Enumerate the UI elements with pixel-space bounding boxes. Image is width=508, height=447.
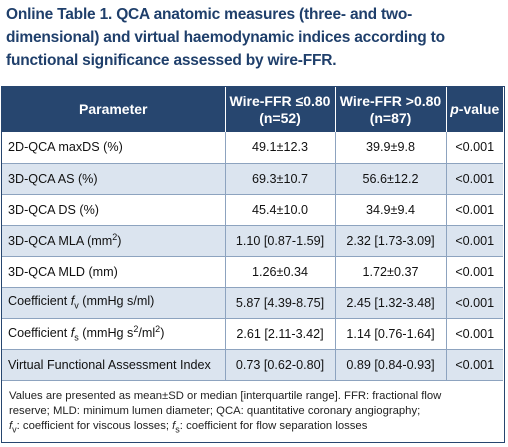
row-p-value: <0.001 [446,349,503,381]
table-row: Virtual Functional Assessment Index 0.73… [2,349,503,381]
row-value-le080: 5.87 [4.39-8.75] [225,287,336,319]
row-value-gt080: 56.6±12.2 [335,163,447,195]
row-p-value: <0.001 [446,225,503,257]
row-value-le080: 2.61 [2.11-3.42] [225,318,336,350]
table-caption: Online Table 1. QCA anatomic measures (t… [6,3,504,72]
table-row: Coefficient fv (mmHg s/ml) 5.87 [4.39-8.… [2,287,503,319]
footnote-line-1: Values are presented as mean±SD or media… [9,390,442,402]
header-wire-ffr-gt-080: Wire-FFR >0.80 (n=87) [335,87,447,132]
row-p-value: <0.001 [446,163,503,195]
row-parameter: 3D-QCA MLD (mm) [2,256,226,288]
row-parameter: 3D-QCA AS (%) [2,163,226,195]
row-value-gt080: 2.32 [1.73-3.09] [335,225,447,257]
table-frame: Parameter Wire-FFR ≤0.80 (n=52) Wire-FFR … [1,86,505,443]
row-value-gt080: 1.72±0.37 [335,256,447,288]
footnote-line-2: reserve; MLD: minimum lumen diameter; QC… [9,405,421,417]
row-value-le080: 69.3±10.7 [225,163,336,195]
footnote-line-3: fv: coefficient for viscous losses; fs: … [9,420,368,435]
row-parameter: 2D-QCA maxDS (%) [2,132,226,164]
caption-line-1: Online Table 1. QCA anatomic measures (t… [6,6,413,23]
caption-line-2: dimensional) and virtual haemodynamic in… [6,29,445,46]
row-p-value: <0.001 [446,132,503,164]
row-parameter: Virtual Functional Assessment Index [2,349,226,381]
table-row: 3D-QCA MLD (mm) 1.26±0.34 1.72±0.37 <0.0… [2,256,503,288]
table-footnote: Values are presented as mean±SD or media… [2,383,503,437]
row-value-le080: 1.26±0.34 [225,256,336,288]
row-p-value: <0.001 [446,194,503,226]
row-parameter: Coefficient fv (mmHg s/ml) [2,287,226,319]
table-row: 2D-QCA maxDS (%) 49.1±12.3 39.9±9.8 <0.0… [2,132,503,164]
header-parameter: Parameter [2,87,226,132]
row-parameter: 3D-QCA DS (%) [2,194,226,226]
row-parameter: 3D-QCA MLA (mm2) [2,225,226,257]
row-p-value: <0.001 [446,318,503,350]
row-value-le080: 45.4±10.0 [225,194,336,226]
row-value-gt080: 39.9±9.8 [335,132,447,164]
row-parameter: Coefficient fs (mmHg s2/ml2) [2,318,226,350]
header-p-value: p-value [446,87,503,132]
row-p-value: <0.001 [446,287,503,319]
table-row: 3D-QCA MLA (mm2) 1.10 [0.87-1.59] 2.32 [… [2,225,503,257]
row-value-gt080: 2.45 [1.32-3.48] [335,287,447,319]
table-row: 3D-QCA DS (%) 45.4±10.0 34.9±9.4 <0.001 [2,194,503,226]
row-value-gt080: 1.14 [0.76-1.64] [335,318,447,350]
caption-line-3: functional significance assessed by wire… [6,52,337,69]
row-value-le080: 0.73 [0.62-0.80] [225,349,336,381]
table-row: 3D-QCA AS (%) 69.3±10.7 56.6±12.2 <0.001 [2,163,503,195]
header-row: Parameter Wire-FFR ≤0.80 (n=52) Wire-FFR … [2,87,503,132]
row-value-le080: 1.10 [0.87-1.59] [225,225,336,257]
row-value-gt080: 34.9±9.4 [335,194,447,226]
table-row: Coefficient fs (mmHg s2/ml2) 2.61 [2.11-… [2,318,503,350]
row-value-gt080: 0.89 [0.84-0.93] [335,349,447,381]
header-wire-ffr-le-080: Wire-FFR ≤0.80 (n=52) [225,87,336,132]
qca-table: Parameter Wire-FFR ≤0.80 (n=52) Wire-FFR … [2,87,503,381]
row-value-le080: 49.1±12.3 [225,132,336,164]
row-p-value: <0.001 [446,256,503,288]
